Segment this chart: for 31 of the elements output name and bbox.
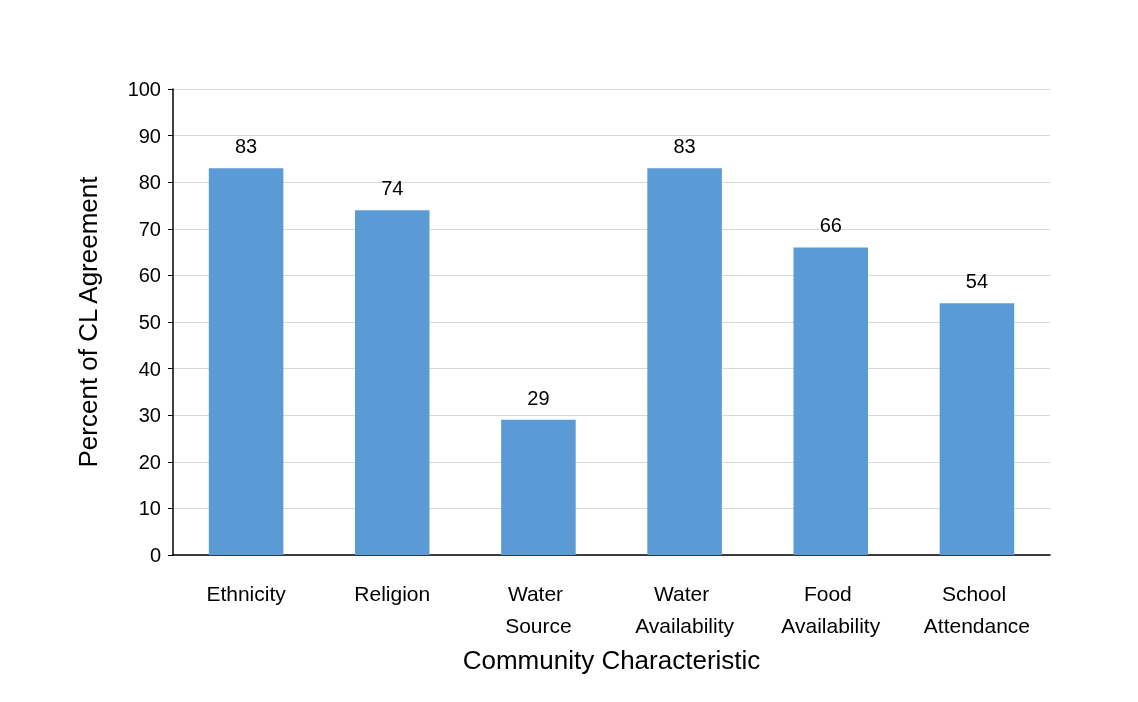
- bar: [793, 247, 869, 555]
- data-label: 83: [234, 135, 258, 158]
- bar: [501, 419, 576, 555]
- data-label: 54: [965, 270, 989, 293]
- y-tick-label: 20: [138, 450, 161, 473]
- data-label: 29: [527, 386, 550, 409]
- bar: [647, 168, 722, 555]
- y-tick-label: 100: [127, 78, 161, 100]
- y-tick-label: 50: [138, 311, 161, 333]
- data-label: 74: [381, 177, 404, 200]
- x-tick-label: Water Source: [505, 581, 572, 637]
- data-label: 83: [673, 135, 696, 158]
- y-tick-label: 70: [138, 217, 161, 240]
- x-tick-label: Religion: [354, 581, 431, 605]
- bar: [939, 303, 1015, 555]
- y-tick-label: 60: [138, 264, 161, 287]
- y-tick-label: 90: [138, 124, 161, 147]
- bar: [354, 210, 430, 555]
- y-tick-label: 40: [138, 357, 161, 380]
- y-tick-label: 30: [138, 404, 161, 427]
- y-tick-label: 0: [149, 544, 161, 566]
- x-axis-title: Community Characteristic: [462, 645, 761, 675]
- x-tick-label: Water Availability: [635, 581, 735, 637]
- x-tick-label: Ethnicity: [206, 581, 287, 605]
- y-tick-label: 10: [138, 497, 161, 520]
- x-tick-label: School Attendance: [923, 581, 1031, 637]
- y-axis-title: Percent of CL Agreement: [73, 175, 103, 468]
- data-label: 66: [819, 214, 842, 237]
- bar: [208, 168, 284, 555]
- y-tick-label: 80: [138, 171, 161, 194]
- x-tick-label: Food Availability: [781, 581, 881, 637]
